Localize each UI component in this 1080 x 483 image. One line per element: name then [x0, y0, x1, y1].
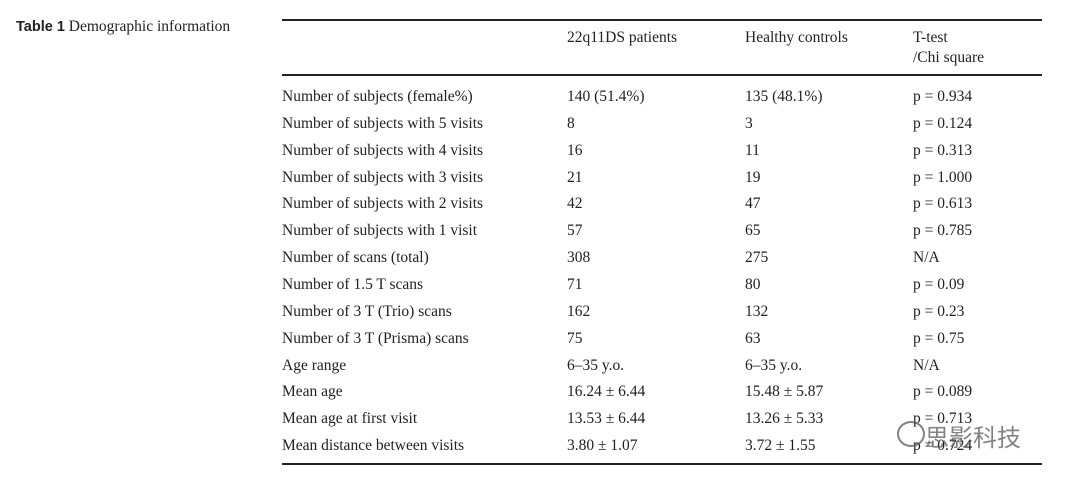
cell: 6–35 y.o. — [567, 356, 625, 374]
cell: Number of scans (total) — [282, 249, 429, 267]
cell: p = 0.09 — [913, 275, 965, 293]
cell: 162 — [567, 302, 591, 320]
cell: Number of subjects with 2 visits — [282, 195, 484, 213]
cell: 65 — [745, 222, 761, 240]
cell: 75 — [567, 329, 583, 347]
cell: 21 — [567, 168, 583, 186]
cell: 13.53 ± 6.44 — [567, 410, 646, 428]
cell: 57 — [567, 222, 583, 240]
top-rule — [282, 19, 1042, 21]
cell: 135 (48.1%) — [745, 88, 823, 105]
cell: p = 0.613 — [913, 195, 973, 213]
cell: p = 1.000 — [913, 168, 973, 186]
cell: p = 0.23 — [913, 302, 965, 320]
cell: Number of subjects with 1 visit — [282, 222, 478, 240]
cell: p = 0.75 — [913, 329, 965, 347]
cell: 3.72 ± 1.55 — [745, 437, 816, 455]
header-cell: 22q11DS patients — [567, 29, 678, 46]
header-rule — [282, 74, 1042, 76]
cell: Number of subjects (female%) — [282, 88, 473, 105]
caption-title: Demographic information — [68, 18, 231, 35]
caption-label: Table 1 — [16, 19, 65, 35]
cell: 80 — [745, 275, 761, 293]
cell: 42 — [567, 195, 583, 213]
cell: Number of 3 T (Prisma) scans — [282, 329, 469, 347]
cell: Number of subjects with 3 visits — [282, 168, 484, 186]
cell: 308 — [567, 249, 591, 267]
cell: 15.48 ± 5.87 — [745, 383, 824, 401]
cell: 16 — [567, 141, 583, 159]
caption: Table 1 Demographic information — [16, 17, 266, 37]
cell: 13.26 ± 5.33 — [745, 410, 824, 428]
cell: 63 — [745, 329, 761, 347]
cell: 8 — [567, 114, 575, 132]
cell: N/A — [913, 249, 940, 267]
cell: 16.24 ± 6.44 — [567, 383, 646, 401]
cell: p = 0.089 — [913, 383, 973, 401]
bottom-rule — [282, 463, 1042, 465]
cell: 71 — [567, 275, 583, 293]
cell: Mean age — [282, 383, 343, 401]
cell: Number of subjects with 5 visits — [282, 114, 484, 132]
cell: p = 0.313 — [913, 141, 973, 159]
cell: 132 — [745, 302, 769, 320]
watermark: 思影科技 — [925, 424, 1021, 452]
cell: Mean age at first visit — [282, 410, 418, 428]
cell: 6–35 y.o. — [745, 356, 803, 374]
cell: 19 — [745, 168, 761, 186]
cell: Age range — [282, 356, 347, 374]
header-cell: Healthy controls — [745, 29, 848, 46]
cell: 3.80 ± 1.07 — [567, 437, 638, 455]
cell: N/A — [913, 356, 940, 374]
cell: Number of 3 T (Trio) scans — [282, 302, 452, 320]
cell: p = 0.713 — [913, 410, 973, 428]
cell: Number of subjects with 4 visits — [282, 141, 484, 159]
cell: 140 (51.4%) — [567, 88, 645, 105]
header-cell: T-test /Chi square — [913, 29, 985, 66]
cell: 47 — [745, 195, 761, 213]
cell: p = 0.934 — [913, 88, 973, 105]
cell: Number of 1.5 T scans — [282, 275, 424, 293]
watermark-logo — [897, 421, 925, 447]
cell: 275 — [745, 249, 769, 267]
cell: 3 — [745, 114, 753, 132]
cell: p = 0.785 — [913, 222, 973, 240]
cell: 11 — [745, 141, 760, 159]
cell: p = 0.124 — [913, 114, 973, 132]
cell: Mean distance between visits — [282, 437, 465, 455]
